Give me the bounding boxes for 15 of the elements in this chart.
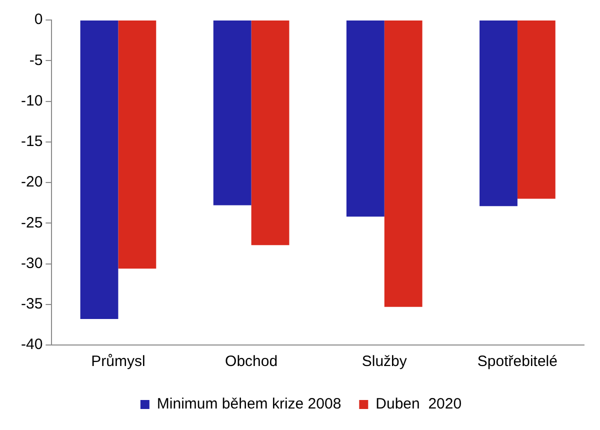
x-tick-label: Spotřebitelé (477, 353, 558, 370)
y-tick-label: -5 (29, 52, 43, 69)
x-tick-label: Průmysl (91, 353, 146, 370)
y-tick-label: -15 (20, 133, 43, 150)
y-tick-label: -20 (20, 174, 43, 191)
y-tick-label: -40 (20, 336, 43, 354)
x-tick-label: Služby (362, 353, 408, 370)
y-tick-label: -25 (20, 214, 43, 232)
y-tick-label: 0 (34, 11, 43, 28)
legend-label: Duben 2020 (376, 396, 462, 413)
y-tick-label: -30 (20, 254, 43, 272)
legend-label: Minimum během krize 2008 (156, 396, 342, 413)
y-tick-label: -10 (20, 92, 43, 110)
y-tick-label: -35 (20, 296, 43, 313)
x-tick-label: Obchod (225, 353, 278, 370)
